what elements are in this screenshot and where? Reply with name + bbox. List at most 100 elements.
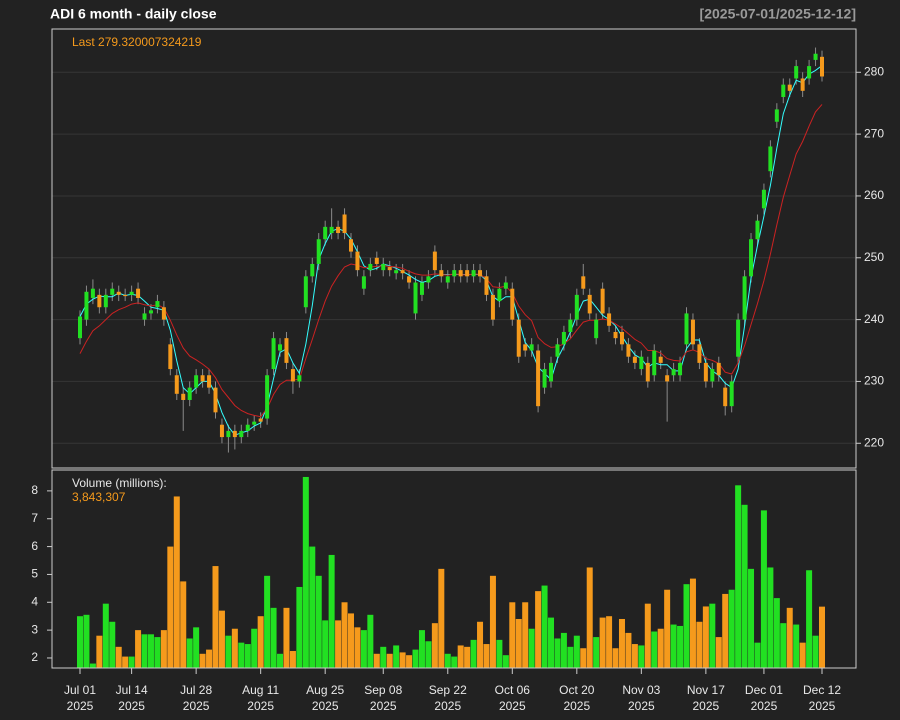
volume-bar xyxy=(638,645,645,668)
x-tick-label: Jul 14 xyxy=(116,683,148,697)
candle-body xyxy=(271,338,276,370)
volume-y-tick-label: 5 xyxy=(31,567,38,581)
candle-body xyxy=(542,369,547,388)
volume-bar xyxy=(735,485,742,668)
candle-body xyxy=(129,291,134,295)
candle-body xyxy=(710,369,715,382)
volume-bar xyxy=(651,631,658,668)
volume-y-tick-label: 8 xyxy=(31,483,38,497)
x-tick-label: Oct 06 xyxy=(495,683,531,697)
volume-bar xyxy=(618,618,625,668)
volume-bar xyxy=(644,603,651,668)
candle-body xyxy=(116,291,121,295)
candle-body xyxy=(516,319,521,357)
candle-body xyxy=(529,344,534,351)
x-tick-label: Oct 20 xyxy=(559,683,595,697)
candle-body xyxy=(381,263,386,271)
volume-bar xyxy=(515,618,522,668)
volume-bar xyxy=(541,585,548,668)
volume-bar xyxy=(77,616,83,668)
x-tick-label: 2025 xyxy=(118,699,145,713)
volume-bar xyxy=(567,646,574,668)
volume-bar xyxy=(244,644,251,668)
candle-body xyxy=(497,288,502,302)
volume-bar xyxy=(599,617,606,668)
candle-body xyxy=(510,288,515,320)
candle-body xyxy=(774,109,779,122)
volume-bar xyxy=(160,630,167,668)
candle-body xyxy=(458,270,463,277)
volume-bar xyxy=(418,630,425,668)
volume-bar xyxy=(670,624,677,668)
candle-body xyxy=(148,310,153,314)
volume-panel-frame xyxy=(51,469,857,669)
candle-body xyxy=(607,313,612,326)
x-tick-label: 2025 xyxy=(370,699,397,713)
candle-body xyxy=(723,387,728,407)
volume-bar xyxy=(193,627,200,668)
candle-body xyxy=(478,270,483,277)
volume-bar xyxy=(251,628,258,668)
volume-bar xyxy=(754,642,761,668)
volume-bar xyxy=(580,648,587,668)
volume-bar xyxy=(586,567,593,668)
volume-bar xyxy=(264,575,271,668)
candle-body xyxy=(329,226,334,234)
candle-body xyxy=(536,350,541,407)
x-tick-label: 2025 xyxy=(499,699,526,713)
candle-body xyxy=(90,288,95,298)
candle-body xyxy=(123,294,128,297)
volume-bar xyxy=(122,656,129,668)
volume-bar xyxy=(167,546,174,668)
volume-bar xyxy=(470,639,477,668)
candle-body xyxy=(568,319,573,332)
candle-body xyxy=(348,239,353,252)
volume-bar xyxy=(431,623,438,668)
candle-body xyxy=(445,276,450,283)
volume-bar xyxy=(560,632,567,668)
candle-body xyxy=(239,430,244,438)
candle-body xyxy=(245,424,250,431)
candle-body xyxy=(671,369,676,376)
volume-bar xyxy=(257,616,264,668)
y-tick-label: 220 xyxy=(864,435,884,449)
volume-bar xyxy=(296,586,303,668)
candle-body xyxy=(729,381,734,407)
candle-body xyxy=(619,331,624,345)
volume-bar xyxy=(283,607,290,668)
x-tick-label: 2025 xyxy=(247,699,274,713)
volume-bar xyxy=(109,621,116,668)
volume-bar xyxy=(231,628,238,668)
candle-body xyxy=(387,267,392,271)
volume-bar xyxy=(147,634,154,668)
volume-bar xyxy=(683,584,690,668)
candle-body xyxy=(742,276,747,320)
volume-bar xyxy=(522,602,529,668)
candle-body xyxy=(697,344,702,363)
candle-body xyxy=(374,257,379,264)
volume-bar xyxy=(657,628,664,668)
volume-bar xyxy=(502,655,509,668)
candle-body xyxy=(645,362,650,382)
volume-bar xyxy=(741,504,748,668)
volume-bar xyxy=(728,589,735,668)
volume-bar xyxy=(593,637,600,668)
volume-bar xyxy=(489,575,496,668)
candle-body xyxy=(749,239,754,277)
candle-body xyxy=(439,270,444,277)
candle-body xyxy=(232,430,237,438)
volume-bar xyxy=(180,581,187,668)
volume-bar xyxy=(664,589,671,668)
candle-body xyxy=(484,276,489,295)
volume-bar xyxy=(554,638,561,668)
candle-body xyxy=(787,84,792,91)
x-tick-label: Nov 17 xyxy=(687,683,725,697)
candle-body xyxy=(432,251,437,271)
volume-bar xyxy=(360,630,367,668)
volume-bar xyxy=(386,653,393,668)
volume-bar xyxy=(225,635,232,668)
candle-body xyxy=(97,294,102,308)
candle-body xyxy=(361,276,366,289)
candle-body xyxy=(490,294,495,320)
